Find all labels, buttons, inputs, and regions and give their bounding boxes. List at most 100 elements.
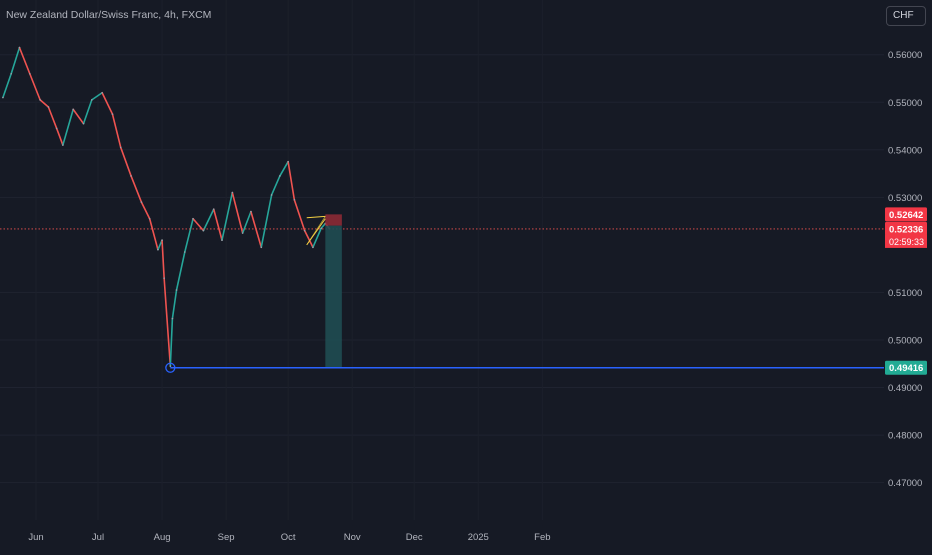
price-point [250,210,252,213]
price-point [55,127,58,130]
price-point [287,160,289,163]
currency-button[interactable]: CHF [886,6,926,26]
price-point [101,91,103,94]
y-tick-label: 0.47000 [888,478,922,489]
price-segment [101,91,114,115]
price-segment [39,99,50,108]
x-tick-label: Feb [534,532,550,543]
price-point [202,229,205,232]
price-segment [171,289,178,320]
price-point [29,72,31,75]
price-segment [169,317,174,367]
price-segment [184,217,194,253]
price-point [130,175,132,177]
price-point [157,248,159,251]
price-point [161,239,163,241]
price-point [163,277,165,279]
price-point [192,217,194,220]
price-segment [320,222,327,230]
current-price-tag-bg [885,221,927,236]
support-anchor-point [165,362,176,373]
x-tick-label: Aug [154,532,171,543]
price-point [171,317,174,320]
price-segment [119,146,132,177]
price-segment [279,160,289,177]
y-tick-label: 0.48000 [888,431,922,442]
price-point [62,144,64,146]
x-tick-label: 2025 [468,532,489,543]
price-point [140,201,143,203]
price-point [260,246,263,249]
price-segment [312,227,323,249]
y-tick-label: 0.51000 [888,288,922,299]
price-segment [287,160,296,201]
price-point [312,246,314,249]
price-point [91,99,93,101]
price-segment [47,106,58,130]
price-segment [2,72,12,99]
price-segment [140,201,151,220]
price-point [231,191,234,194]
price-segment [82,99,93,125]
wedge-upper-line [306,215,326,219]
price-point [2,96,4,99]
symbol-title: New Zealand Dollar/Swiss Franc, 4h, FXCM [6,9,212,21]
price-point [72,108,74,111]
x-tick-label: Dec [406,532,423,543]
y-tick-label: 0.50000 [888,335,922,346]
price-segment [221,191,234,241]
price-segment [293,198,306,232]
price-segment [202,208,215,232]
price-point [111,113,114,115]
price-segment [55,127,64,146]
price-segment [212,208,223,241]
price-segment [62,108,74,146]
countdown-tag-bg [885,234,927,248]
price-point [39,99,41,101]
price-segment [130,175,143,203]
support-price-tag: 0.49416 [889,363,923,374]
y-tick-label: 0.56000 [888,50,922,61]
price-point [175,289,178,291]
y-tick-label: 0.49000 [888,383,922,394]
price-point [320,227,323,230]
price-segment [28,72,41,101]
price-segment [270,175,281,196]
price-point [279,175,281,177]
price-point [212,208,215,211]
price-point [270,194,273,196]
price-point [221,239,223,241]
x-tick-label: Sep [218,532,235,543]
price-segment [148,217,159,251]
price-point [10,72,12,75]
price-segment [175,251,186,291]
price-point [18,46,21,49]
price-point [184,251,186,253]
price-segment [18,46,31,75]
price-segment [303,229,314,249]
stop-price-tag: 0.52642 [889,210,923,221]
x-tick-label: Jul [92,532,104,543]
price-point [82,122,85,125]
price-segment [10,46,21,75]
price-point [241,232,244,234]
current-price-tag: 0.52336 [889,224,923,235]
price-segment [241,210,252,234]
price-segment [161,239,165,279]
price-point [119,146,122,149]
price-segment [91,91,103,101]
support-price-tag-bg [885,360,927,375]
price-segment [111,113,122,149]
countdown-tag: 02:59:33 [889,237,924,247]
price-segment [260,194,273,249]
price-point [47,106,50,108]
price-segment [72,108,85,125]
price-point [293,198,296,201]
price-point [148,217,151,220]
x-tick-label: Nov [344,532,361,543]
price-point [303,229,306,232]
price-segment [192,217,205,232]
y-tick-label: 0.55000 [888,98,922,109]
